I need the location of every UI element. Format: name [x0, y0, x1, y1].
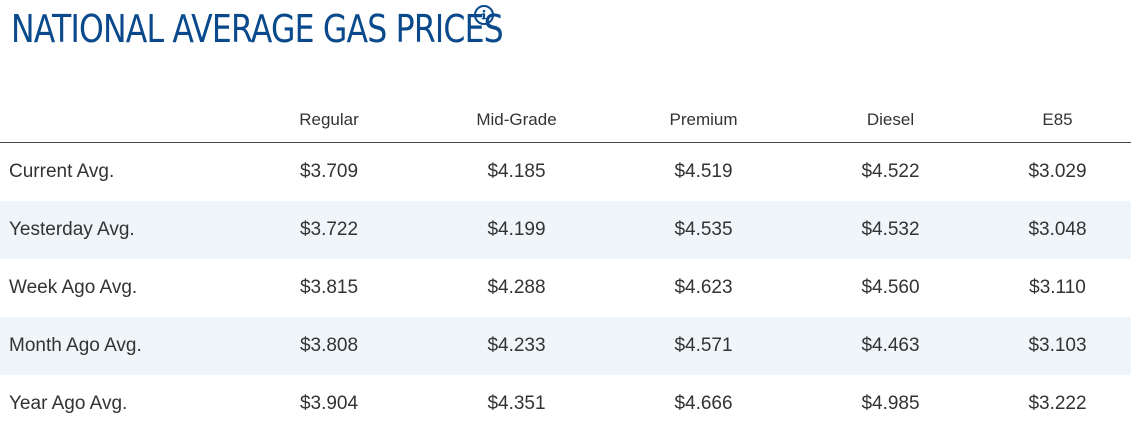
column-header-premium: Premium — [610, 98, 797, 143]
price-cell-mid-grade: $4.199 — [423, 201, 610, 259]
price-cell-e85: $3.110 — [1029, 277, 1086, 298]
row-label: Current Avg. — [9, 161, 115, 182]
price-cell-regular: $3.904 — [299, 393, 359, 414]
table-row-year-ago: Year Ago Avg. $3.904 $4.351 $4.666 $4.98… — [0, 375, 1131, 433]
price-cell-e85: $3.103 — [984, 317, 1131, 375]
price-cell-diesel: $4.522 — [861, 161, 920, 182]
table-row-week-ago: Week Ago Avg. $3.815 $4.288 $4.623 $4.56… — [0, 259, 1131, 317]
price-cell-premium: $4.571 — [610, 317, 797, 375]
info-glyph-icon — [481, 9, 487, 20]
column-header-regular: Regular — [235, 98, 423, 143]
price-cell-regular: $3.808 — [235, 317, 423, 375]
table-row-month-ago: Month Ago Avg. $3.808 $4.233 $4.571 $4.4… — [0, 317, 1131, 375]
price-cell-mid-grade: $4.351 — [487, 393, 546, 414]
price-cell-diesel: $4.560 — [861, 277, 920, 298]
price-cell-premium: $4.623 — [674, 277, 733, 298]
price-cell-e85: $3.222 — [1028, 393, 1087, 414]
price-cell-regular: $3.722 — [235, 201, 423, 259]
column-header-mid-grade: Mid-Grade — [423, 98, 610, 143]
page-title: NATIONAL AVERAGE GAS PRICES — [11, 7, 504, 51]
price-cell-regular: $3.815 — [299, 277, 359, 298]
price-cell-premium: $4.519 — [674, 161, 733, 182]
price-cell-mid-grade: $4.288 — [487, 277, 546, 298]
price-cell-premium: $4.666 — [674, 393, 733, 414]
table-header-row: Regular Mid-Grade Premium Diesel E85 — [0, 98, 1131, 143]
price-cell-regular: $3.709 — [299, 161, 359, 182]
column-header-e85: E85 — [984, 98, 1131, 143]
price-cell-e85: $3.048 — [984, 201, 1131, 259]
gas-prices-table: Regular Mid-Grade Premium Diesel E85 Cur… — [0, 98, 1131, 433]
table-row-current: Current Avg. $3.709 $4.185 $4.519 $4.522… — [0, 143, 1131, 202]
row-label: Month Ago Avg. — [0, 317, 235, 375]
row-label: Year Ago Avg. — [9, 393, 128, 414]
price-cell-diesel: $4.463 — [797, 317, 984, 375]
info-icon[interactable] — [474, 5, 494, 25]
price-cell-mid-grade: $4.233 — [423, 317, 610, 375]
price-cell-premium: $4.535 — [610, 201, 797, 259]
price-cell-diesel: $4.985 — [861, 393, 920, 414]
column-header-diesel: Diesel — [797, 98, 984, 143]
table-row-yesterday: Yesterday Avg. $3.722 $4.199 $4.535 $4.5… — [0, 201, 1131, 259]
price-cell-diesel: $4.532 — [797, 201, 984, 259]
column-header-label — [0, 98, 235, 143]
price-cell-mid-grade: $4.185 — [487, 161, 546, 182]
price-cell-e85: $3.029 — [1028, 161, 1087, 182]
row-label: Week Ago Avg. — [9, 277, 138, 298]
row-label: Yesterday Avg. — [0, 201, 235, 259]
title-bar: NATIONAL AVERAGE GAS PRICES — [11, 0, 604, 60]
